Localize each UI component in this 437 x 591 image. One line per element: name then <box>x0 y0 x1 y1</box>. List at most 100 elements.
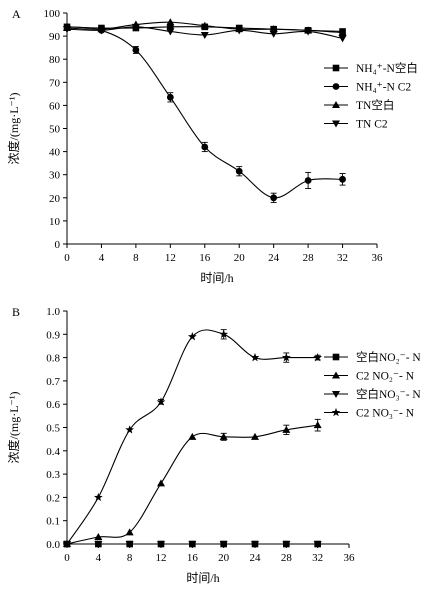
data-point <box>187 332 197 341</box>
data-point <box>63 26 71 34</box>
legend: NH₄⁺-N空白 NH₄⁺-N C2 TN空白 TN C2 <box>324 61 418 131</box>
data-point <box>125 541 134 548</box>
data-point <box>313 421 322 429</box>
data-point <box>219 541 228 548</box>
data-point <box>235 167 243 175</box>
legend-label: NH₄⁺-N C2 <box>356 82 411 94</box>
data-point <box>270 194 278 202</box>
y-tick-label: 40 <box>49 147 61 159</box>
y-tick-label: 50 <box>49 124 61 136</box>
series-1 <box>63 418 322 547</box>
series-3 <box>62 329 323 548</box>
x-tick-label: 28 <box>281 552 293 564</box>
data-point <box>166 18 175 26</box>
data-point <box>93 492 103 502</box>
legend-marker <box>332 64 340 72</box>
legend-marker <box>332 120 340 128</box>
legend-marker <box>332 101 340 108</box>
y-tick-label: 100 <box>44 8 61 20</box>
y-tick-label: 0 <box>55 239 61 251</box>
legend-marker <box>332 83 340 90</box>
data-point <box>97 27 106 35</box>
data-point <box>201 143 209 151</box>
y-tick-label: 0.9 <box>46 329 60 341</box>
data-point <box>157 479 165 487</box>
data-point <box>166 28 175 36</box>
y-tick-label: 0.8 <box>46 353 60 365</box>
data-point <box>188 541 197 548</box>
y-tick-label: 70 <box>49 77 61 89</box>
y-tick-label: 0.2 <box>46 492 60 504</box>
legend-label: C2 NO₂⁻- N <box>356 371 415 383</box>
y-tick-label: 0.1 <box>46 516 60 528</box>
data-point <box>219 432 228 440</box>
y-tick-label: 90 <box>49 31 61 43</box>
data-point <box>281 353 291 362</box>
y-tick-label: 30 <box>49 170 61 182</box>
data-point <box>94 541 103 548</box>
y-axis-label: 浓度/(mg·L⁻¹) <box>6 392 21 464</box>
data-point <box>304 177 312 184</box>
x-tick-label: 32 <box>312 552 323 564</box>
data-point <box>166 93 174 101</box>
x-tick-label: 4 <box>96 552 102 564</box>
data-point <box>250 353 260 362</box>
x-tick-label: 20 <box>218 552 230 564</box>
legend-label: NH₄⁺-N空白 <box>356 61 418 75</box>
data-point <box>282 425 291 433</box>
data-point <box>251 432 259 440</box>
data-point <box>200 21 209 29</box>
legend-label: C2 NO₃⁻- N <box>356 408 415 420</box>
legend-marker <box>332 391 340 398</box>
y-tick-label: 1.0 <box>46 306 60 318</box>
series-line <box>66 26 343 199</box>
x-tick-label: 16 <box>187 552 199 564</box>
data-point <box>269 25 278 33</box>
data-point <box>157 541 165 548</box>
panel-label: B <box>12 305 20 319</box>
data-point <box>304 28 313 36</box>
series-1 <box>63 23 346 203</box>
data-point <box>132 46 140 54</box>
data-point <box>200 31 209 39</box>
x-tick-label: 28 <box>303 252 315 264</box>
data-point <box>282 541 291 548</box>
data-point <box>313 353 323 362</box>
chart-panel-a: A 0 10 20 30 40 50 60 70 80 90 100 0 4 8 12 16 20 24 28 32 36… <box>6 7 418 285</box>
data-point <box>313 541 322 548</box>
x-tick-label: 16 <box>199 252 211 264</box>
x-tick-label: 36 <box>344 552 356 564</box>
data-point <box>167 23 174 31</box>
x-tick-label: 32 <box>337 252 348 264</box>
legend-label: 空白NO₃⁻- N <box>356 387 421 401</box>
data-point <box>62 539 72 548</box>
legend-label: TN C2 <box>356 119 388 131</box>
legend-marker <box>331 407 341 417</box>
x-tick-label: 12 <box>165 252 176 264</box>
y-tick-label: 0.7 <box>46 376 60 388</box>
x-axis-label: 时间/h <box>200 271 233 285</box>
y-tick-label: 10 <box>49 216 61 228</box>
x-axis-label: 时间/h <box>186 571 219 585</box>
data-point <box>339 175 346 183</box>
series-3 <box>63 23 347 43</box>
data-point <box>219 329 229 339</box>
y-tick-label: 0.4 <box>46 446 60 458</box>
data-point <box>131 23 140 31</box>
x-tick-label: 4 <box>99 252 105 264</box>
series-2 <box>63 541 322 548</box>
data-point <box>251 541 259 548</box>
y-tick-label: 20 <box>49 193 61 205</box>
x-tick-label: 12 <box>156 552 167 564</box>
x-tick-label: 20 <box>234 252 246 264</box>
legend-label: 空白NO₂⁻- N <box>356 350 421 364</box>
x-tick-label: 8 <box>127 552 133 564</box>
data-point <box>338 35 347 43</box>
y-axis-label: 浓度/(mg·L⁻¹) <box>6 93 21 165</box>
data-point <box>235 27 244 35</box>
y-tick-label: 80 <box>49 54 61 66</box>
y-tick-label: 0.0 <box>46 539 60 551</box>
legend-label: TN空白 <box>356 98 394 112</box>
x-tick-label: 24 <box>250 552 262 564</box>
